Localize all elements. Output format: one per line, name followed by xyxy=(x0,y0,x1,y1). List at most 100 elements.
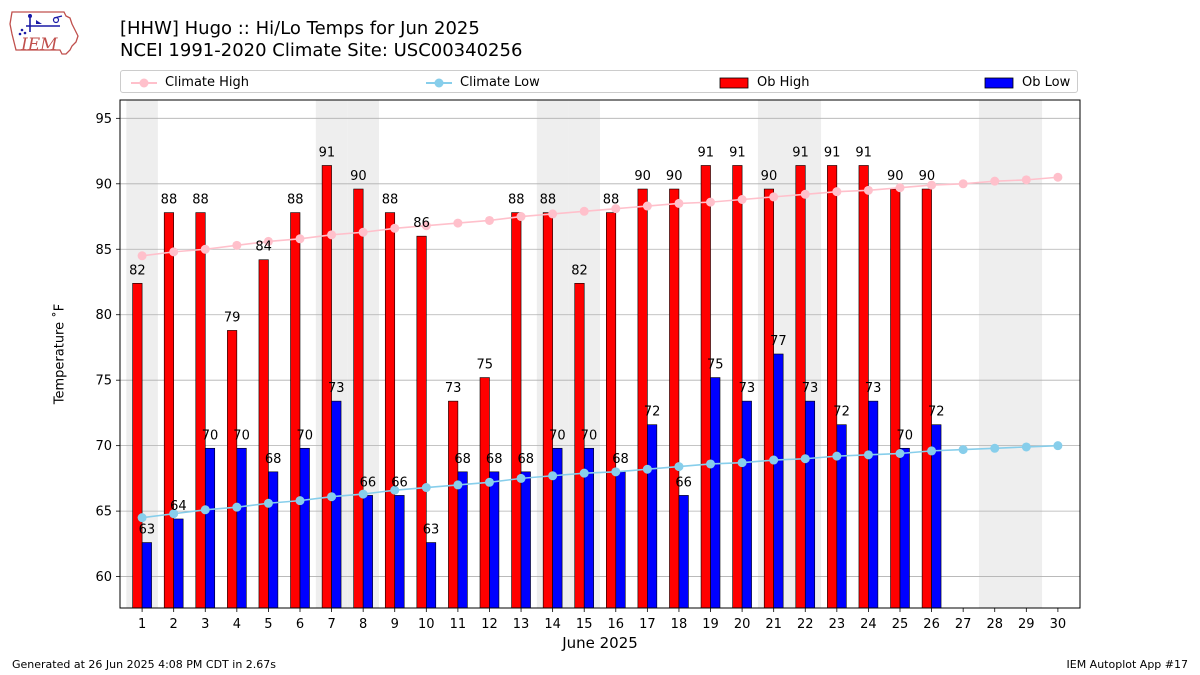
climate-high-point xyxy=(611,204,621,214)
legend-ob-low-label: Ob Low xyxy=(1022,75,1071,90)
climate-low-point xyxy=(674,462,684,472)
ob-high-bar xyxy=(416,235,427,609)
x-tick-label: 12 xyxy=(481,617,498,632)
x-tick-label: 8 xyxy=(359,617,367,632)
chart-title: [HHW] Hugo :: Hi/Lo Temps for Jun 2025 xyxy=(120,18,480,39)
ob-low-label: 68 xyxy=(518,452,535,467)
y-tick-label: 70 xyxy=(95,439,112,454)
climate-high-point xyxy=(137,251,147,261)
ob-low-bar xyxy=(773,353,784,609)
ob-high-label: 91 xyxy=(855,145,872,160)
climate-high-point xyxy=(863,185,873,195)
ob-low-bar xyxy=(299,447,310,609)
ob-low-label: 72 xyxy=(833,405,850,420)
climate-low-point xyxy=(390,485,400,495)
ob-low-label: 63 xyxy=(139,523,156,538)
climate-low-point xyxy=(421,483,431,493)
x-tick-label: 23 xyxy=(829,617,846,632)
y-tick-label: 80 xyxy=(95,308,112,323)
ob-high-label: 90 xyxy=(887,169,904,184)
ob-high-label: 84 xyxy=(255,240,272,255)
x-tick-label: 21 xyxy=(765,617,782,632)
ob-high-label: 90 xyxy=(761,169,778,184)
x-tick-label: 3 xyxy=(201,617,209,632)
ob-high-label: 79 xyxy=(224,310,241,325)
climate-high-point xyxy=(800,189,810,199)
x-axis-label: June 2025 xyxy=(562,634,638,652)
ob-high-bar xyxy=(763,188,774,609)
climate-high-point xyxy=(232,240,242,250)
ob-low-bar xyxy=(141,542,152,609)
ob-low-bar xyxy=(899,447,910,609)
ob-low-bar xyxy=(268,471,279,609)
ob-high-label: 90 xyxy=(350,169,367,184)
ob-low-bar xyxy=(457,471,468,609)
x-tick-label: 13 xyxy=(513,617,530,632)
climate-low-point xyxy=(579,468,589,478)
climate-low-point xyxy=(895,449,905,459)
climate-low-point xyxy=(295,496,305,506)
ob-low-label: 75 xyxy=(707,358,724,373)
climate-high-point xyxy=(990,176,1000,186)
x-tick-label: 22 xyxy=(797,617,814,632)
ob-high-label: 90 xyxy=(666,169,683,184)
climate-high-point xyxy=(769,192,779,202)
climate-low-point xyxy=(358,489,368,499)
climate-low-point xyxy=(453,480,463,490)
ob-low-bar xyxy=(426,542,437,609)
iem-logo: IEM xyxy=(8,6,82,60)
climate-high-point xyxy=(674,198,684,208)
ob-low-bar xyxy=(804,400,816,609)
ob-low-label: 72 xyxy=(928,405,945,420)
climate-high-point xyxy=(169,247,179,257)
legend-item-ob-low: Ob Low xyxy=(984,71,1070,94)
ob-low-label: 70 xyxy=(296,428,313,443)
climate-high-point xyxy=(737,195,747,205)
climate-low-point xyxy=(263,498,273,508)
legend-climate-low-label: Climate Low xyxy=(460,75,540,90)
climate-low-point xyxy=(737,458,747,468)
climate-high-line xyxy=(142,176,1058,257)
climate-high-point xyxy=(295,234,305,244)
weekend-shade xyxy=(978,100,1011,608)
ob-high-bar xyxy=(827,165,838,609)
climate-low-point xyxy=(327,492,337,502)
ob-high-label: 75 xyxy=(476,358,493,373)
x-tick-label: 29 xyxy=(1018,617,1035,632)
climate-low-point xyxy=(169,509,179,519)
climate-low-point xyxy=(611,467,621,477)
x-tick-label: 15 xyxy=(576,617,593,632)
climate-high-point xyxy=(927,180,937,190)
climate-high-point xyxy=(548,209,558,219)
ob-high-label: 82 xyxy=(571,263,588,278)
ob-low-label: 73 xyxy=(739,381,756,396)
ob-high-label: 73 xyxy=(445,381,462,396)
climate-low-point xyxy=(1053,441,1063,451)
x-tick-label: 6 xyxy=(296,617,304,632)
x-tick-label: 16 xyxy=(608,617,625,632)
x-tick-label: 26 xyxy=(923,617,940,632)
climate-low-point xyxy=(137,513,147,523)
ob-high-bar xyxy=(479,377,490,609)
ob-low-label: 70 xyxy=(581,428,598,443)
climate-low-point xyxy=(800,454,810,464)
ob-low-bar xyxy=(741,400,752,609)
x-tick-label: 25 xyxy=(892,617,909,632)
ob-high-label: 88 xyxy=(382,193,399,208)
logo-text: IEM xyxy=(20,35,58,55)
ob-high-label: 91 xyxy=(729,145,746,160)
ob-low-bar xyxy=(394,495,405,609)
legend-ob-high-swatch xyxy=(719,77,749,88)
climate-high-point xyxy=(706,197,716,207)
y-tick-label: 85 xyxy=(95,243,112,258)
climate-low-point xyxy=(990,443,1000,453)
climate-low-point xyxy=(769,455,779,465)
ob-low-label: 72 xyxy=(644,405,661,420)
x-tick-label: 2 xyxy=(170,617,178,632)
climate-low-point xyxy=(958,445,968,455)
ob-low-label: 68 xyxy=(454,452,471,467)
ob-low-label: 77 xyxy=(770,334,787,349)
x-tick-label: 4 xyxy=(233,617,241,632)
ob-low-bar xyxy=(710,377,721,609)
weekend-shade xyxy=(1010,100,1043,608)
